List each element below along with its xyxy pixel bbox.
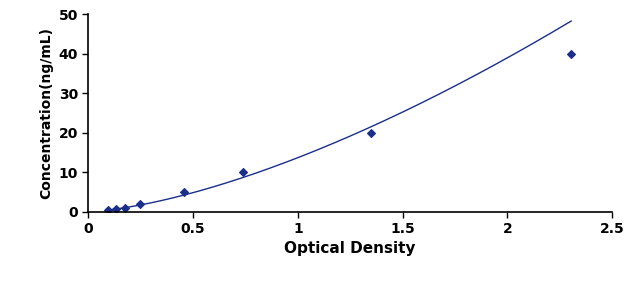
Y-axis label: Concentration(ng/mL): Concentration(ng/mL) <box>39 27 53 199</box>
X-axis label: Optical Density: Optical Density <box>285 241 416 256</box>
